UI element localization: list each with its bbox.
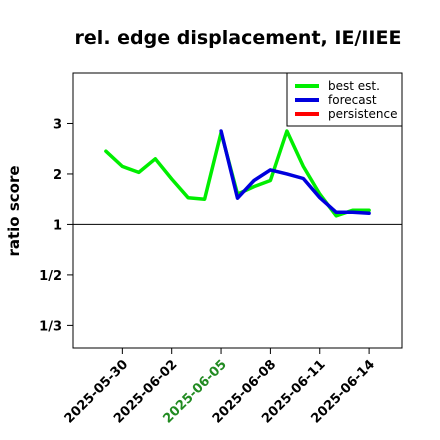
- legend-label: forecast: [328, 93, 377, 107]
- plot-frame: [72, 72, 403, 349]
- series-line-best-est: [104, 129, 371, 218]
- chart-title: rel. edge displacement, IE/IIEE: [75, 27, 402, 49]
- y-tick-label: 1/3: [39, 319, 62, 334]
- y-axis-label: ratio score: [5, 165, 23, 256]
- series-line-forecast: [219, 129, 371, 216]
- y-tick-label: 3: [53, 117, 62, 132]
- y-tick-label: 1/2: [39, 269, 62, 284]
- legend-label: best est.: [328, 79, 380, 93]
- y-tick-label: 1: [53, 218, 62, 233]
- legend-label: persistence: [328, 107, 397, 121]
- y-tick-label: 2: [53, 168, 62, 183]
